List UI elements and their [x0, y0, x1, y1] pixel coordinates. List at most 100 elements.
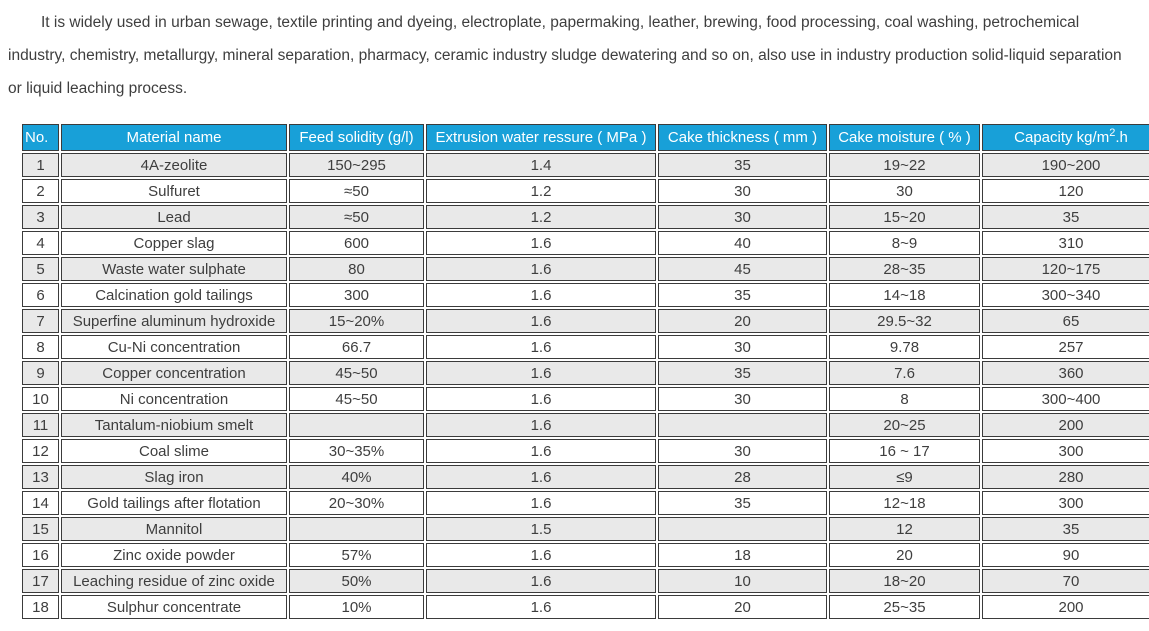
extrusion-pressure-cell: 1.5 — [426, 517, 656, 541]
table-row: 5 Waste water sulphate 80 1.6 45 28~35 120~175 — [22, 257, 1149, 281]
cake-thickness-cell: 45 — [658, 257, 827, 281]
column-header-4: Cake thickness ( mm ) — [658, 124, 827, 151]
table-row: 3 Lead ≈50 1.2 30 15~20 35 — [22, 205, 1149, 229]
table-row: 11 Tantalum-niobium smelt 1.6 20~25 200 — [22, 413, 1149, 437]
feed-solidity-cell: 300 — [289, 283, 424, 307]
cake-moisture-cell: 28~35 — [829, 257, 980, 281]
table-row: 1 4A-zeolite 150~295 1.4 35 19~22 190~200 — [22, 153, 1149, 177]
header-row: No. Material name Feed solidity (g/l) Extru… — [22, 124, 1149, 151]
material-name-cell: Coal slime — [61, 439, 287, 463]
extrusion-pressure-cell: 1.4 — [426, 153, 656, 177]
extrusion-pressure-cell: 1.6 — [426, 283, 656, 307]
cake-thickness-cell: 35 — [658, 491, 827, 515]
material-name-cell: Ni concentration — [61, 387, 287, 411]
row-number-cell: 1 — [22, 153, 59, 177]
table-row: 7 Superfine aluminum hydroxide 15~20% 1.6 20… — [22, 309, 1149, 333]
table-row: 13 Slag iron 40% 1.6 28 ≤9 280 — [22, 465, 1149, 489]
table-row: 8 Cu-Ni concentration 66.7 1.6 30 9.78 257 — [22, 335, 1149, 359]
column-header-2: Feed solidity (g/l) — [289, 124, 424, 151]
cake-thickness-cell: 30 — [658, 439, 827, 463]
row-number-cell: 14 — [22, 491, 59, 515]
extrusion-pressure-cell: 1.6 — [426, 309, 656, 333]
cake-moisture-cell: ≤9 — [829, 465, 980, 489]
material-name-cell: Leaching residue of zinc oxide — [61, 569, 287, 593]
capacity-cell: 257 — [982, 335, 1149, 359]
cake-moisture-cell: 9.78 — [829, 335, 980, 359]
cake-thickness-cell — [658, 517, 827, 541]
extrusion-pressure-cell: 1.6 — [426, 361, 656, 385]
cake-thickness-cell: 20 — [658, 595, 827, 619]
row-number-cell: 18 — [22, 595, 59, 619]
cake-moisture-cell: 8~9 — [829, 231, 980, 255]
feed-solidity-cell: ≈50 — [289, 205, 424, 229]
capacity-cell: 200 — [982, 595, 1149, 619]
row-number-cell: 8 — [22, 335, 59, 359]
capacity-cell: 65 — [982, 309, 1149, 333]
intro-paragraph: It is widely used in urban sewage, texti… — [8, 14, 1122, 97]
row-number-cell: 12 — [22, 439, 59, 463]
extrusion-pressure-cell: 1.6 — [426, 387, 656, 411]
cake-thickness-cell: 28 — [658, 465, 827, 489]
material-name-cell: Copper concentration — [61, 361, 287, 385]
material-name-cell: Slag iron — [61, 465, 287, 489]
material-specs-table: No. Material name Feed solidity (g/l) Extru… — [20, 122, 1149, 621]
cake-thickness-cell: 30 — [658, 179, 827, 203]
extrusion-pressure-cell: 1.6 — [426, 543, 656, 567]
row-number-cell: 6 — [22, 283, 59, 307]
cake-moisture-cell: 14~18 — [829, 283, 980, 307]
row-number-cell: 5 — [22, 257, 59, 281]
table-row: 12 Coal slime 30~35% 1.6 30 16 ~ 17 300 — [22, 439, 1149, 463]
material-name-cell: Calcination gold tailings — [61, 283, 287, 307]
extrusion-pressure-cell: 1.6 — [426, 231, 656, 255]
capacity-cell: 300 — [982, 439, 1149, 463]
capacity-cell: 35 — [982, 517, 1149, 541]
row-number-cell: 3 — [22, 205, 59, 229]
cake-thickness-cell: 20 — [658, 309, 827, 333]
extrusion-pressure-cell: 1.6 — [426, 413, 656, 437]
feed-solidity-cell: 45~50 — [289, 361, 424, 385]
cake-thickness-cell: 35 — [658, 361, 827, 385]
capacity-cell: 300~400 — [982, 387, 1149, 411]
extrusion-pressure-cell: 1.2 — [426, 205, 656, 229]
column-header-6: Capacity kg/m2.h — [982, 124, 1149, 151]
cake-moisture-cell: 15~20 — [829, 205, 980, 229]
capacity-cell: 200 — [982, 413, 1149, 437]
cake-moisture-cell: 19~22 — [829, 153, 980, 177]
cake-moisture-cell: 25~35 — [829, 595, 980, 619]
cake-thickness-cell: 35 — [658, 283, 827, 307]
capacity-cell: 300~340 — [982, 283, 1149, 307]
row-number-cell: 2 — [22, 179, 59, 203]
material-name-cell: Tantalum-niobium smelt — [61, 413, 287, 437]
material-name-cell: Gold tailings after flotation — [61, 491, 287, 515]
feed-solidity-cell: 15~20% — [289, 309, 424, 333]
table-row: 17 Leaching residue of zinc oxide 50% 1.6 10… — [22, 569, 1149, 593]
material-name-cell: Superfine aluminum hydroxide — [61, 309, 287, 333]
row-number-cell: 9 — [22, 361, 59, 385]
material-name-cell: Zinc oxide powder — [61, 543, 287, 567]
extrusion-pressure-cell: 1.6 — [426, 335, 656, 359]
cake-moisture-cell: 30 — [829, 179, 980, 203]
feed-solidity-cell — [289, 517, 424, 541]
cake-moisture-cell: 7.6 — [829, 361, 980, 385]
column-header-0: No. — [22, 124, 59, 151]
material-name-cell: Cu-Ni concentration — [61, 335, 287, 359]
column-header-3: Extrusion water ressure ( MPa ) — [426, 124, 656, 151]
cake-thickness-cell: 40 — [658, 231, 827, 255]
capacity-cell: 280 — [982, 465, 1149, 489]
capacity-cell: 190~200 — [982, 153, 1149, 177]
feed-solidity-cell: 30~35% — [289, 439, 424, 463]
table-row: 15 Mannitol 1.5 12 35 — [22, 517, 1149, 541]
feed-solidity-cell: 10% — [289, 595, 424, 619]
cake-moisture-cell: 29.5~32 — [829, 309, 980, 333]
feed-solidity-cell: 45~50 — [289, 387, 424, 411]
cake-moisture-cell: 16 ~ 17 — [829, 439, 980, 463]
extrusion-pressure-cell: 1.2 — [426, 179, 656, 203]
row-number-cell: 13 — [22, 465, 59, 489]
cake-thickness-cell: 30 — [658, 205, 827, 229]
capacity-cell: 360 — [982, 361, 1149, 385]
feed-solidity-cell: 50% — [289, 569, 424, 593]
column-header-5: Cake moisture ( % ) — [829, 124, 980, 151]
extrusion-pressure-cell: 1.6 — [426, 465, 656, 489]
cake-thickness-cell — [658, 413, 827, 437]
extrusion-pressure-cell: 1.6 — [426, 595, 656, 619]
